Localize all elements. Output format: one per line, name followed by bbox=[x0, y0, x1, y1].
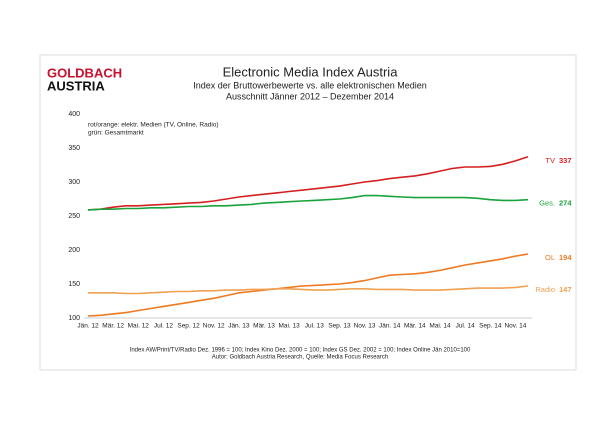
x-tick-label: Sep. 13 bbox=[328, 323, 351, 330]
x-tick-label: Jul. 12 bbox=[154, 323, 174, 330]
x-tick-label: Mai. 12 bbox=[128, 323, 150, 330]
x-tick-label: Mär. 14 bbox=[404, 323, 426, 330]
series-line bbox=[87, 194, 529, 211]
y-tick-label: 200 bbox=[68, 247, 80, 254]
x-tick-label: Nov. 12 bbox=[203, 323, 225, 330]
y-tick-label: 150 bbox=[68, 281, 80, 288]
y-tick-label: 300 bbox=[68, 179, 80, 186]
y-tick-label: 400 bbox=[68, 111, 80, 118]
x-tick-label: Mär. 13 bbox=[253, 323, 275, 330]
annotation: grün: Gesamtmarkt bbox=[88, 130, 144, 137]
y-tick-label: 100 bbox=[68, 315, 80, 322]
x-tick-label: Jul. 14 bbox=[456, 323, 476, 330]
x-tick-label: Mai. 13 bbox=[278, 323, 300, 330]
x-tick-label: Mai. 14 bbox=[429, 323, 451, 330]
series-label: TV bbox=[545, 156, 555, 165]
footnote: Index AW/Print/TV/Radio Dez. 1996 = 100;… bbox=[130, 348, 471, 354]
logo: AUSTRIA bbox=[47, 78, 105, 93]
x-tick-label: Jul. 13 bbox=[305, 323, 325, 330]
x-tick-label: Sep. 12 bbox=[177, 323, 200, 330]
x-tick-label: Jän. 12 bbox=[77, 323, 99, 330]
end-value-label: 274 bbox=[559, 199, 572, 208]
footnote: Autor: Goldbach Austria Research, Quelle… bbox=[212, 355, 388, 361]
x-tick-label: Mär. 12 bbox=[102, 323, 124, 330]
y-tick-label: 350 bbox=[68, 145, 80, 152]
end-value-label: 147 bbox=[559, 285, 572, 294]
end-value-label: 337 bbox=[559, 156, 572, 165]
chart-title: Electronic Media Index Austria bbox=[223, 64, 399, 79]
x-tick-label: Jän. 14 bbox=[379, 323, 401, 330]
end-value-label: 194 bbox=[559, 253, 572, 262]
series-line bbox=[88, 285, 529, 295]
x-tick-label: Nov. 14 bbox=[504, 323, 526, 330]
subtitle: Ausschnitt Jänner 2012 – Dezember 2014 bbox=[226, 91, 394, 101]
x-tick-label: Sep. 14 bbox=[479, 323, 502, 330]
logo: GOLDBACH bbox=[47, 65, 122, 80]
series-label: OL bbox=[545, 253, 555, 262]
annotation: rot/orange: elektr. Medien (TV, Online, … bbox=[88, 122, 219, 129]
slide-frame bbox=[39, 54, 577, 371]
series-label: Radio bbox=[535, 285, 555, 294]
subtitle: Index der Bruttowerbewerte vs. alle elek… bbox=[193, 80, 427, 90]
y-tick-label: 250 bbox=[68, 213, 80, 220]
series-line bbox=[87, 253, 529, 317]
series-label: Ges. bbox=[539, 199, 555, 208]
series-line bbox=[87, 156, 529, 211]
x-tick-label: Jän. 13 bbox=[228, 323, 250, 330]
x-tick-label: Nov. 13 bbox=[354, 323, 376, 330]
